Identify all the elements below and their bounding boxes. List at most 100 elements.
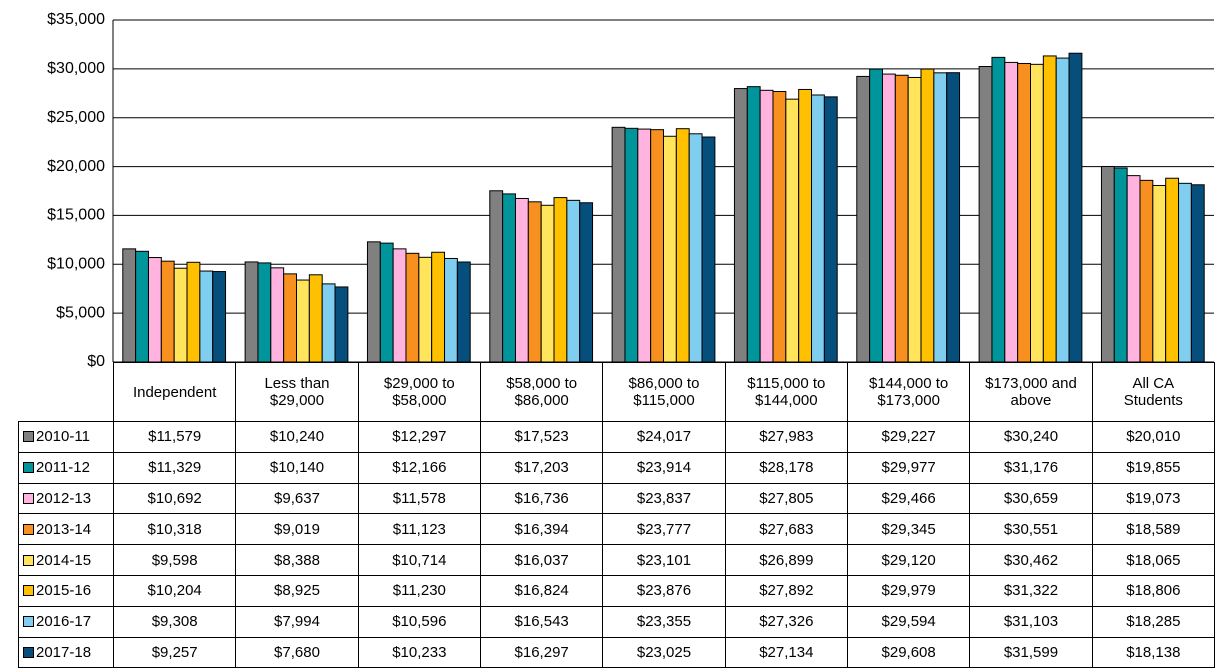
legend-label: 2014-15 — [36, 551, 92, 569]
bar — [553, 197, 568, 363]
bar — [379, 242, 394, 363]
bar — [135, 250, 149, 363]
bar — [489, 190, 504, 363]
legend-cell: 2016-17 — [18, 605, 114, 638]
bar — [920, 68, 935, 363]
legend-cell: 2010-11 — [18, 421, 114, 453]
category-label: $58,000 to $86,000 — [479, 362, 604, 422]
value-cell: $27,683 — [724, 513, 848, 546]
bar — [392, 248, 407, 363]
y-tick-label: $30,000 — [47, 60, 105, 77]
bar — [798, 88, 813, 363]
bar — [212, 271, 227, 363]
legend-swatch — [23, 492, 34, 504]
value-cell: $7,680 — [235, 636, 359, 668]
bar — [624, 127, 639, 363]
legend-label: 2017-18 — [36, 643, 92, 661]
value-cell: $11,329 — [112, 451, 237, 484]
bar — [186, 261, 201, 363]
value-cell: $16,736 — [479, 482, 604, 515]
category-label: Independent — [112, 362, 237, 422]
series-row: 2011-12 $11,329 $10,140 $12,166 $17,203 $23,9… — [18, 451, 1215, 484]
value-cell: $11,230 — [357, 574, 481, 607]
value-cell: $27,326 — [724, 605, 848, 638]
bar — [160, 260, 175, 363]
bar — [650, 129, 665, 363]
category-label: $144,000 to $173,000 — [846, 362, 971, 422]
value-cell: $29,466 — [846, 482, 971, 515]
series-row: 2012-13 $10,692 $9,637 $11,578 $16,736 $23,83… — [18, 482, 1215, 515]
value-cell: $18,065 — [1091, 544, 1215, 576]
legend-label: 2012-13 — [36, 489, 92, 507]
value-cell: $31,599 — [969, 636, 1093, 668]
bar — [244, 261, 259, 363]
bar — [688, 133, 703, 363]
bar — [759, 89, 774, 363]
legend-label: 2010-11 — [36, 428, 90, 446]
bar — [405, 252, 420, 363]
header-row: Independent Less than $29,000 $29,000 to $… — [18, 362, 1215, 422]
series-row: 2016-17 $9,308 $7,994 $10,596 $16,543 $23,355… — [18, 605, 1215, 638]
value-cell: $23,914 — [602, 451, 726, 484]
bar — [701, 136, 716, 363]
bar — [147, 257, 162, 363]
value-cell: $29,594 — [846, 605, 971, 638]
value-cell: $18,806 — [1091, 574, 1215, 607]
bar — [1017, 62, 1032, 363]
value-cell: $29,227 — [846, 421, 971, 453]
value-cell: $11,579 — [112, 421, 237, 453]
bar — [257, 262, 272, 363]
bar — [566, 199, 581, 363]
legend-label: 2011-12 — [36, 459, 90, 477]
legend-label: 2013-14 — [36, 520, 92, 538]
bar — [1126, 175, 1141, 363]
value-cell: $23,101 — [602, 544, 726, 576]
bar — [283, 273, 297, 363]
value-cell: $29,120 — [846, 544, 971, 576]
bar — [502, 193, 516, 363]
y-tick-label: $10,000 — [47, 256, 105, 273]
bar — [907, 76, 922, 363]
value-cell: $28,178 — [724, 451, 848, 484]
value-cell: $8,925 — [235, 574, 359, 607]
legend-swatch — [23, 585, 34, 597]
bar — [579, 202, 594, 363]
bar — [772, 90, 787, 363]
value-cell: $18,138 — [1091, 636, 1215, 668]
legend-cell: 2015-16 — [18, 574, 114, 607]
bar — [733, 88, 748, 363]
value-cell: $18,589 — [1091, 513, 1215, 546]
value-cell: $16,037 — [479, 544, 604, 576]
bar — [296, 279, 310, 363]
value-cell: $10,318 — [112, 513, 237, 546]
bar — [514, 197, 529, 363]
value-cell: $10,692 — [112, 482, 237, 515]
value-cell: $12,166 — [357, 451, 481, 484]
value-cell: $29,608 — [846, 636, 971, 668]
legend-cell: 2014-15 — [18, 544, 114, 576]
bar — [173, 267, 188, 363]
value-cell: $29,977 — [846, 451, 971, 484]
bar — [1055, 57, 1070, 363]
value-cell: $16,824 — [479, 574, 604, 607]
value-cell: $31,322 — [969, 574, 1093, 607]
value-cell: $27,983 — [724, 421, 848, 453]
bar — [663, 135, 677, 363]
bar — [637, 128, 652, 363]
value-cell: $29,345 — [846, 513, 971, 546]
series-row: 2010-11 $11,579 $10,240 $12,297 $17,523 $24,0… — [18, 421, 1215, 453]
value-cell: $10,140 — [235, 451, 359, 484]
bar — [811, 94, 825, 363]
category-label: $29,000 to $58,000 — [357, 362, 481, 422]
value-cell: $9,637 — [235, 482, 359, 515]
legend-swatch — [23, 646, 34, 658]
legend-swatch — [23, 554, 34, 566]
value-cell: $16,394 — [479, 513, 604, 546]
bar — [431, 251, 446, 363]
value-cell: $23,837 — [602, 482, 726, 515]
category-label: $86,000 to $115,000 — [602, 362, 726, 422]
bar — [199, 270, 214, 363]
value-cell: $9,598 — [112, 544, 237, 576]
value-cell: $23,025 — [602, 636, 726, 668]
bar — [444, 257, 458, 363]
